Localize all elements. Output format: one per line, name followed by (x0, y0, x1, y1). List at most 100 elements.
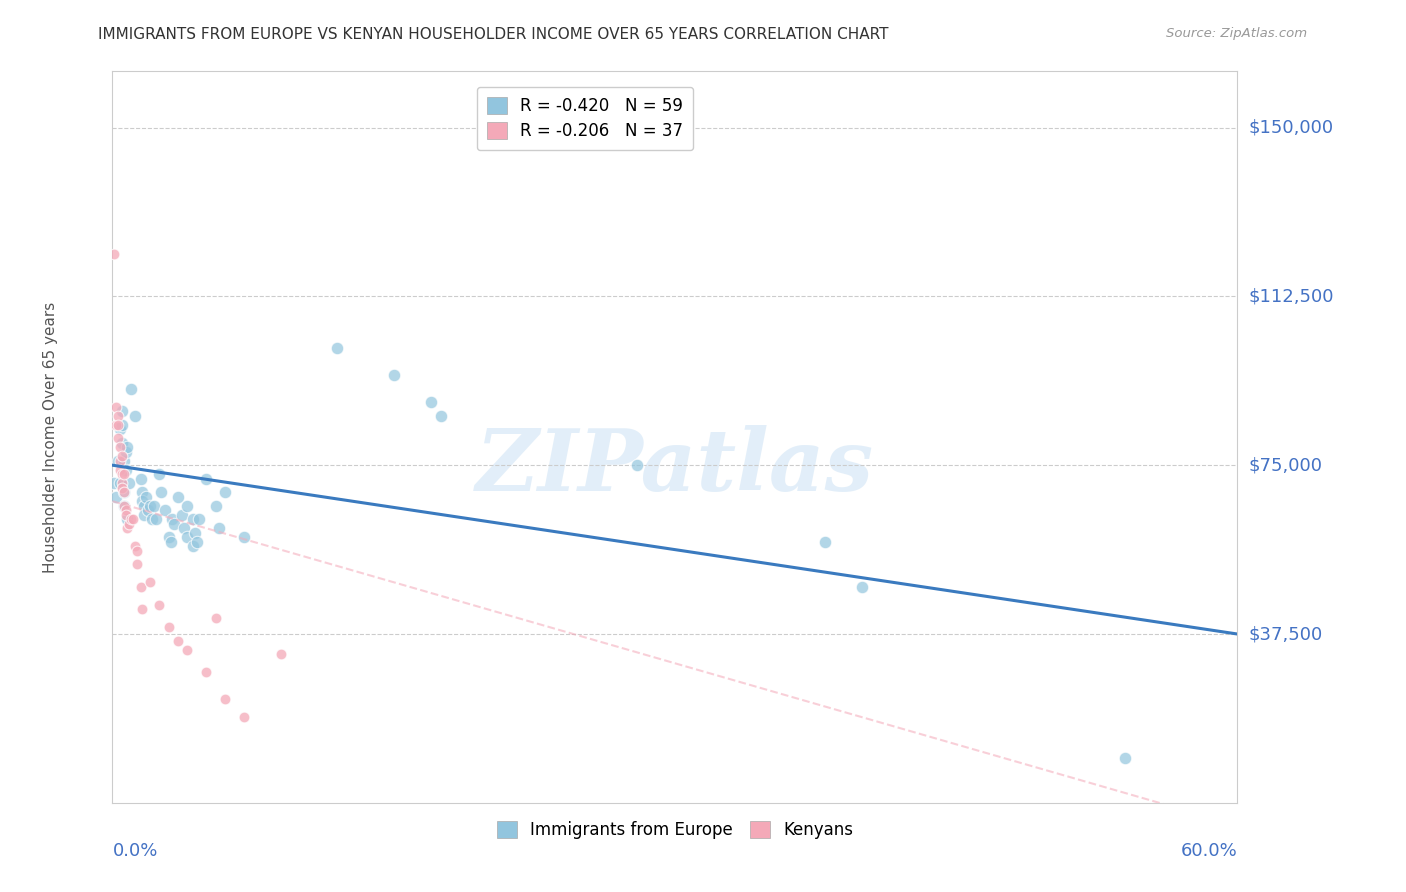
Point (187, 512, 209, 526)
Point (117, 521, 139, 535)
Point (103, 246, 125, 260)
Text: $112,500: $112,500 (1249, 287, 1334, 305)
Point (208, 521, 231, 535)
Point (105, 417, 128, 432)
Point (145, 512, 167, 526)
Point (120, 512, 142, 526)
Point (108, 463, 131, 477)
Text: Householder Income Over 65 years: Householder Income Over 65 years (44, 301, 58, 573)
Text: $37,500: $37,500 (1249, 625, 1323, 643)
Point (195, 665, 218, 680)
Point (107, 453, 129, 467)
Point (162, 512, 184, 526)
Point (122, 512, 145, 526)
Point (114, 463, 136, 477)
Point (131, 485, 153, 500)
Point (105, 400, 128, 414)
Point (136, 503, 159, 517)
Point (125, 558, 148, 572)
Point (114, 503, 136, 517)
Point (148, 598, 170, 612)
Point (232, 530, 254, 544)
Point (167, 633, 190, 648)
Point (108, 422, 131, 436)
Point (167, 490, 190, 504)
Point (214, 485, 236, 500)
Point (124, 539, 146, 553)
Point (326, 341, 349, 355)
Text: $75,000: $75,000 (1249, 456, 1323, 475)
Text: 60.0%: 60.0% (1181, 842, 1237, 860)
Point (1114, 751, 1136, 765)
Point (120, 382, 142, 396)
Point (204, 499, 226, 513)
Point (135, 490, 157, 504)
Point (107, 409, 129, 423)
Point (112, 499, 135, 513)
Point (195, 472, 218, 486)
Point (142, 499, 165, 513)
Point (114, 444, 136, 458)
Point (150, 485, 173, 500)
Point (111, 476, 134, 491)
Point (163, 516, 186, 531)
Point (112, 467, 135, 482)
Point (214, 692, 236, 706)
Point (108, 453, 131, 467)
Point (176, 499, 198, 513)
Point (139, 575, 162, 590)
Point (107, 431, 129, 445)
Point (105, 490, 128, 504)
Point (111, 435, 134, 450)
Point (429, 409, 451, 423)
Point (382, 368, 405, 383)
Point (124, 409, 146, 423)
Point (176, 530, 198, 544)
Point (204, 611, 226, 625)
Point (157, 620, 180, 634)
Point (173, 521, 195, 535)
Point (111, 449, 134, 463)
Point (129, 580, 152, 594)
Text: IMMIGRANTS FROM EUROPE VS KENYAN HOUSEHOLDER INCOME OVER 65 YEARS CORRELATION CH: IMMIGRANTS FROM EUROPE VS KENYAN HOUSEHO… (98, 27, 889, 42)
Point (176, 642, 198, 657)
Point (103, 476, 125, 491)
Text: Source: ZipAtlas.com: Source: ZipAtlas.com (1167, 27, 1308, 40)
Point (118, 476, 141, 491)
Point (139, 499, 162, 513)
Point (626, 458, 648, 473)
Point (111, 417, 134, 432)
Point (141, 512, 163, 526)
Point (153, 503, 176, 517)
Point (108, 476, 131, 491)
Point (232, 710, 254, 724)
Point (129, 472, 152, 486)
Point (186, 534, 208, 549)
Point (111, 467, 134, 482)
Point (112, 485, 135, 500)
Point (111, 481, 134, 495)
Point (181, 539, 204, 553)
Point (134, 508, 156, 522)
Point (117, 440, 139, 454)
Point (112, 453, 135, 467)
Text: $150,000: $150,000 (1249, 119, 1333, 136)
Point (117, 512, 139, 526)
Point (170, 508, 193, 522)
Point (148, 467, 170, 482)
Point (134, 499, 156, 513)
Point (181, 512, 204, 526)
Text: ZIPatlas: ZIPatlas (475, 425, 875, 508)
Point (112, 499, 135, 513)
Point (159, 534, 181, 549)
Point (108, 440, 131, 454)
Point (184, 525, 207, 540)
Point (125, 543, 148, 558)
Point (131, 602, 153, 616)
Point (420, 395, 443, 409)
Point (131, 494, 153, 508)
Point (270, 647, 292, 661)
Point (107, 417, 129, 432)
Point (851, 580, 873, 594)
Point (157, 530, 180, 544)
